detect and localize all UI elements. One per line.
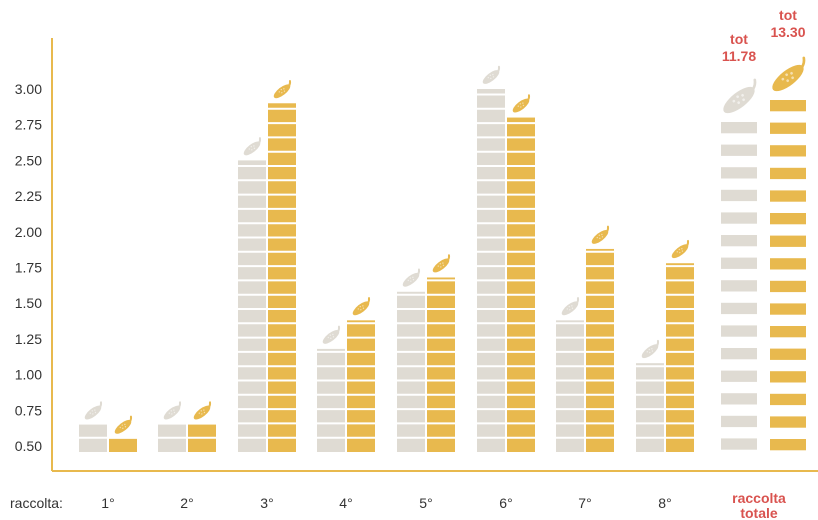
yellow-cucumber-icon [114, 415, 133, 434]
bar-yellow-3 [268, 80, 296, 452]
x-tick-label: 8° [658, 495, 671, 511]
gray-cucumber-icon [84, 401, 103, 420]
yellow-cucumber-icon [591, 225, 610, 244]
x-tick-label: 4° [339, 495, 352, 511]
x-tick-label: 6° [499, 495, 512, 511]
bar-gray-8 [636, 339, 664, 452]
gray-cucumber-icon [482, 65, 501, 84]
bar-yellow-5 [427, 254, 455, 452]
y-tick-label: 2.25 [15, 188, 42, 204]
x-tick-label: 5° [419, 495, 432, 511]
bar-gray-1 [79, 401, 107, 452]
y-tick-label: 1.25 [15, 331, 42, 347]
gray-cucumber-icon [402, 268, 421, 287]
y-tick-label: 0.75 [15, 402, 42, 418]
total-label: tot [730, 31, 748, 47]
y-tick-label: 1.50 [15, 295, 42, 311]
y-tick-label: 2.00 [15, 224, 42, 240]
yellow-cucumber-icon [671, 239, 690, 259]
bar-yellow-8 [666, 239, 694, 452]
gray-cucumber-icon [322, 325, 341, 344]
x-tick-label-total: raccolta [732, 490, 786, 506]
bar-gray-5 [397, 268, 425, 452]
yellow-cucumber-icon [273, 80, 292, 99]
x-axis-title: raccolta: [10, 495, 63, 511]
total-bar-yellow [770, 56, 806, 451]
bar-yellow-6 [507, 94, 535, 452]
x-tick-label: 3° [260, 495, 273, 511]
y-tick-label: 1.00 [15, 367, 42, 383]
y-tick-label: 2.50 [15, 152, 42, 168]
bar-yellow-7 [586, 225, 614, 452]
total-bar-gray [721, 78, 757, 450]
x-tick-label: 1° [101, 495, 114, 511]
yellow-cucumber-icon [352, 297, 371, 316]
y-tick-labels: 0.50 0.75 1.00 1.25 1.50 1.75 2.00 2.25 2.50 2.75… [15, 81, 42, 454]
x-tick-label-total: totale [740, 505, 778, 520]
total-value: 11.78 [722, 48, 756, 64]
gray-cucumber-icon [641, 339, 660, 359]
yellow-cucumber-icon [512, 94, 531, 113]
total-yellow-cucumber-icon [772, 56, 806, 92]
bar-gray-4 [317, 325, 345, 452]
bar-gray-7 [556, 297, 584, 452]
x-tick-label: 7° [578, 495, 591, 511]
total-value: 13.30 [770, 24, 805, 40]
bar-gray-6 [477, 65, 505, 452]
total-gray-cucumber-icon [723, 78, 757, 114]
gray-cucumber-icon [561, 297, 580, 316]
y-tick-label: 0.50 [15, 438, 42, 454]
bar-yellow-4 [347, 297, 375, 452]
gray-cucumber-icon [243, 137, 262, 156]
y-tick-label: 1.75 [15, 260, 42, 276]
bar-gray-2 [158, 401, 186, 452]
bar-gray-3 [238, 137, 266, 452]
bar-yellow-2 [188, 401, 216, 452]
yellow-cucumber-icon [432, 254, 451, 273]
bar-yellow-1 [109, 415, 137, 452]
yellow-cucumber-icon [193, 401, 212, 420]
y-tick-label: 2.75 [15, 117, 42, 133]
y-tick-label: 3.00 [15, 81, 42, 97]
total-label: tot [779, 7, 797, 23]
x-tick-label: 2° [180, 495, 193, 511]
gray-cucumber-icon [163, 401, 182, 420]
